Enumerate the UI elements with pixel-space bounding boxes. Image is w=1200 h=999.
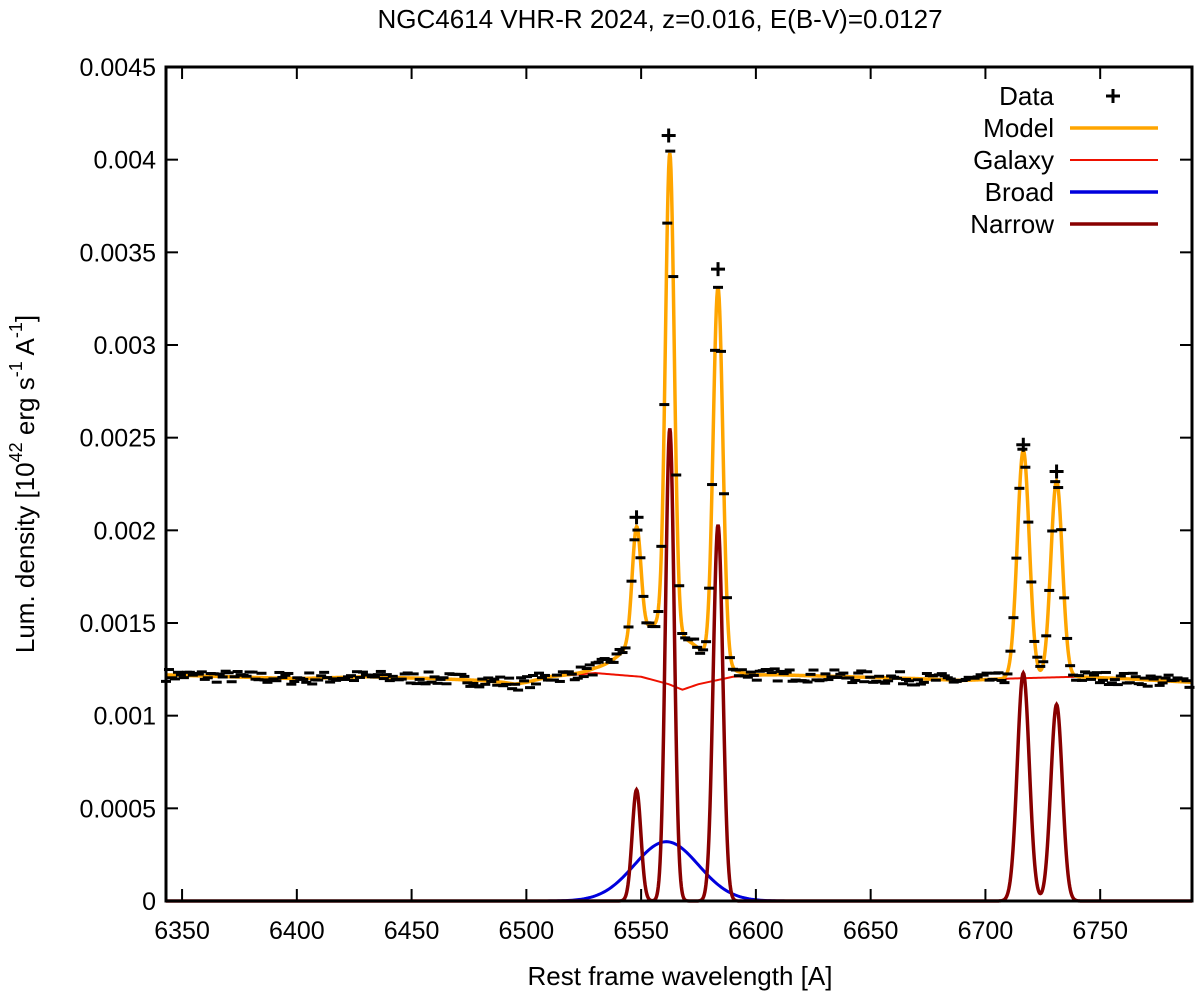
legend-marker-data — [1106, 89, 1120, 103]
x-tick-label: 6450 — [384, 917, 440, 945]
legend-label-model: Model — [983, 113, 1054, 143]
x-tick-label: 6550 — [613, 917, 669, 945]
y-tick-label: 0.003 — [93, 332, 156, 360]
x-tick-label: 6400 — [269, 917, 325, 945]
y-axis-label-exp3: -1 — [6, 322, 26, 338]
y-axis-label: Lum. density [1042 erg s-1 A-1] — [6, 315, 40, 653]
data-peak-marker — [661, 128, 676, 143]
data-peak-marker — [1016, 437, 1031, 452]
x-tick-label: 6700 — [958, 917, 1014, 945]
y-axis-label-mid1: erg s — [10, 377, 40, 442]
x-axis-label: Rest frame wavelength [A] — [528, 961, 833, 991]
legend-label-galaxy: Galaxy — [973, 145, 1054, 175]
data-points — [161, 128, 1195, 692]
x-tick-label: 6600 — [728, 917, 784, 945]
x-tick-label: 6650 — [843, 917, 899, 945]
y-tick-label: 0.0015 — [80, 610, 156, 638]
legend-label-broad: Broad — [985, 177, 1054, 207]
y-tick-label: 0.0045 — [80, 54, 156, 82]
y-tick-label: 0 — [142, 888, 156, 916]
y-tick-label: 0.004 — [93, 147, 156, 175]
x-tick-label: 6500 — [499, 917, 555, 945]
y-tick-label: 0.001 — [93, 703, 156, 731]
x-tick-label: 6350 — [154, 917, 210, 945]
legend-label-narrow: Narrow — [970, 209, 1054, 239]
y-axis: 0 0.0005 0.001 0.0015 0.002 0.0025 0.003 0.0035… — [80, 54, 1192, 916]
chart-title: NGC4614 VHR-R 2024, z=0.016, E(B-V)=0.01… — [377, 4, 942, 34]
y-tick-label: 0.0005 — [80, 795, 156, 823]
y-axis-label-mid2: A — [10, 337, 40, 361]
y-axis-label-exp1: 42 — [6, 442, 26, 462]
y-tick-label: 0.0035 — [80, 239, 156, 267]
data-peak-marker — [711, 262, 726, 277]
plot-frame — [164, 65, 1194, 903]
legend-label-data: Data — [999, 81, 1054, 111]
y-axis-label-suffix: ] — [10, 315, 40, 322]
data-peak-marker — [1049, 464, 1064, 479]
y-axis-label-exp2: -1 — [6, 361, 26, 377]
y-tick-label: 0.0025 — [80, 425, 156, 453]
data-peak-marker — [629, 510, 644, 525]
x-tick-label: 6750 — [1072, 917, 1128, 945]
y-axis-label-prefix: Lum. density [10 — [10, 462, 40, 653]
x-axis: 6350 6400 6450 6500 6550 6600 6650 6700 6750 — [154, 67, 1128, 945]
y-tick-label: 0.002 — [93, 517, 156, 545]
